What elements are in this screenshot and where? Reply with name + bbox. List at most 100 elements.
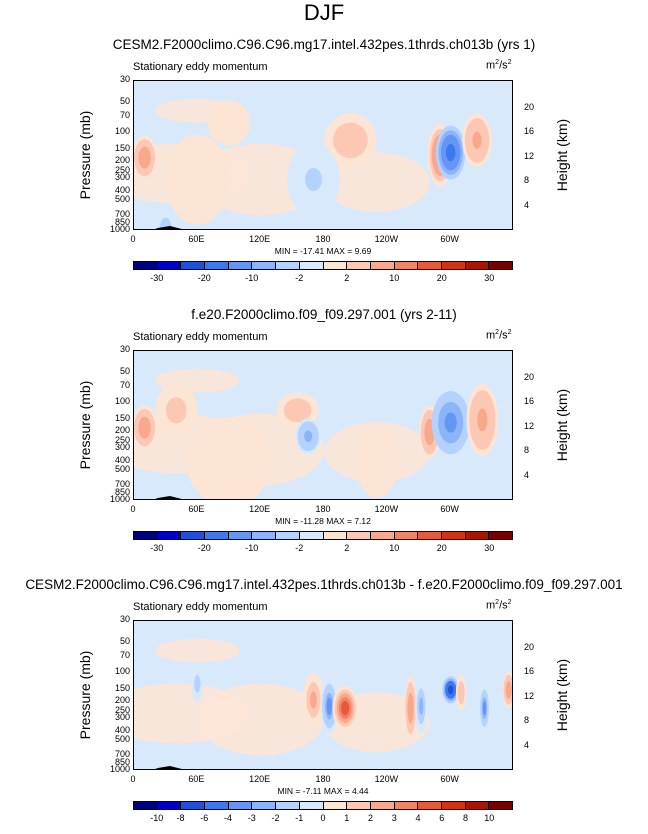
x-tick-label: 120E bbox=[249, 774, 271, 784]
colorbar-label: -10 bbox=[150, 813, 164, 823]
y-tick-label: 200 bbox=[114, 425, 130, 436]
contour-feature bbox=[477, 408, 488, 432]
panel-title: CESM2.F2000climo.C96.C96.mg17.intel.432p… bbox=[112, 37, 536, 52]
colorbar-label: -20 bbox=[197, 543, 211, 553]
colorbar-swatch bbox=[299, 262, 324, 269]
y2-tick-label: 12 bbox=[524, 150, 535, 161]
y2-tick-label: 20 bbox=[524, 641, 535, 652]
colorbar-swatch bbox=[394, 262, 419, 269]
colorbar-swatch bbox=[276, 262, 300, 269]
y2-axis-title: Height (km) bbox=[554, 118, 570, 192]
y-tick-label: 1000 bbox=[109, 764, 130, 774]
x-tick-label: 60E bbox=[188, 774, 205, 784]
colorbar-swatch bbox=[489, 262, 512, 269]
stationary-eddy-label: Stationary eddy momentum bbox=[133, 601, 268, 613]
colorbar-swatch bbox=[418, 532, 442, 539]
colorbar-swatch bbox=[465, 262, 490, 269]
contour-feature bbox=[305, 167, 322, 192]
contour-feature bbox=[140, 150, 149, 165]
colorbar-label: 20 bbox=[436, 543, 447, 553]
heatmap-svg bbox=[134, 638, 512, 769]
colorbar-swatch bbox=[465, 532, 490, 539]
colorbar-label: -10 bbox=[245, 543, 259, 553]
y2-tick-label: 12 bbox=[524, 420, 535, 431]
x-tick-label: 120E bbox=[249, 504, 271, 514]
colorbar-label: -20 bbox=[197, 273, 211, 283]
contour-background-blob bbox=[155, 638, 240, 663]
colorbar-swatch bbox=[276, 802, 300, 809]
y-tick-label: 500 bbox=[114, 194, 130, 205]
colorbar-label: -30 bbox=[150, 543, 164, 553]
colorbar-swatch bbox=[181, 532, 206, 539]
colorbar-swatch bbox=[347, 802, 371, 809]
colorbar-swatch bbox=[134, 262, 158, 269]
y-tick-label: 300 bbox=[114, 172, 130, 183]
heatmap-plot-area bbox=[133, 80, 513, 230]
y-tick-label: 70 bbox=[119, 650, 130, 661]
colorbar-swatch bbox=[323, 802, 348, 809]
contour-feature bbox=[445, 143, 456, 162]
y-tick-label: 70 bbox=[119, 380, 130, 391]
y-tick-label: 400 bbox=[114, 184, 130, 195]
contour-feature bbox=[408, 698, 413, 719]
x-tick-label: 120E bbox=[249, 234, 271, 244]
colorbar-label: -10 bbox=[245, 273, 259, 283]
y-tick-label: 150 bbox=[114, 412, 130, 423]
colorbar-label: 2 bbox=[344, 543, 350, 553]
y-tick-label: 30 bbox=[119, 614, 130, 624]
contour-feature bbox=[140, 420, 149, 435]
y2-tick-label: 4 bbox=[524, 739, 530, 750]
colorbar-label: 2 bbox=[367, 813, 373, 823]
y-tick-label: 150 bbox=[114, 142, 130, 153]
y2-tick-label: 16 bbox=[524, 666, 535, 677]
colorbar-swatch bbox=[465, 802, 490, 809]
contour-feature bbox=[310, 691, 317, 709]
colorbar-swatch bbox=[205, 802, 229, 809]
y-tick-label: 850 bbox=[114, 757, 130, 768]
y-tick-label: 250 bbox=[114, 704, 130, 715]
contour-feature bbox=[326, 697, 332, 715]
colorbar-label: 30 bbox=[484, 273, 495, 283]
y-tick-label: 200 bbox=[114, 155, 130, 166]
colorbar-swatch bbox=[205, 262, 229, 269]
y-tick-label: 100 bbox=[114, 125, 130, 136]
units-label: m2/s2 bbox=[486, 59, 512, 72]
y-axis-title: Pressure (mb) bbox=[77, 650, 93, 740]
contour-feature bbox=[444, 412, 457, 433]
y-tick-label: 700 bbox=[114, 208, 130, 219]
colorbar-swatch bbox=[228, 802, 253, 809]
colorbar-label: -2 bbox=[295, 543, 304, 553]
stationary-eddy-label: Stationary eddy momentum bbox=[133, 61, 268, 73]
colorbar-swatch bbox=[370, 802, 395, 809]
colorbar-swatch bbox=[228, 532, 253, 539]
y-axis-title: Pressure (mb) bbox=[77, 380, 93, 470]
contour-feature bbox=[426, 423, 433, 441]
colorbar-label: -4 bbox=[223, 813, 232, 823]
colorbar bbox=[133, 261, 513, 270]
colorbar-swatch bbox=[394, 802, 419, 809]
colorbar-swatch bbox=[323, 532, 348, 539]
colorbar-label: -2 bbox=[295, 273, 304, 283]
colorbar-swatch bbox=[441, 532, 466, 539]
panel-title: f.e20.F2000climo.f09_f09.297.001 (yrs 2-… bbox=[191, 307, 457, 322]
contour-feature bbox=[187, 165, 208, 194]
y2-tick-label: 16 bbox=[524, 396, 535, 407]
colorbar-swatch bbox=[347, 262, 371, 269]
x-tick-label: 0 bbox=[130, 774, 136, 784]
x-tick-label: 180 bbox=[315, 774, 331, 784]
min-max-label: MIN = -17.41 MAX = 9.69 bbox=[274, 246, 372, 256]
contour-background-blob bbox=[197, 683, 324, 756]
colorbar-label: 30 bbox=[484, 543, 495, 553]
y2-tick-label: 8 bbox=[524, 715, 530, 726]
colorbar-swatch bbox=[489, 532, 512, 539]
y2-tick-label: 4 bbox=[524, 199, 530, 210]
y-tick-label: 300 bbox=[114, 442, 130, 453]
contour-feature bbox=[341, 700, 350, 716]
y-tick-label: 400 bbox=[114, 724, 130, 735]
x-tick-label: 60E bbox=[188, 504, 205, 514]
colorbar-swatch bbox=[252, 532, 277, 539]
colorbar-label: 10 bbox=[389, 543, 400, 553]
colorbar-swatch bbox=[181, 802, 206, 809]
contour-feature bbox=[482, 700, 487, 716]
y2-tick-label: 8 bbox=[524, 175, 530, 186]
